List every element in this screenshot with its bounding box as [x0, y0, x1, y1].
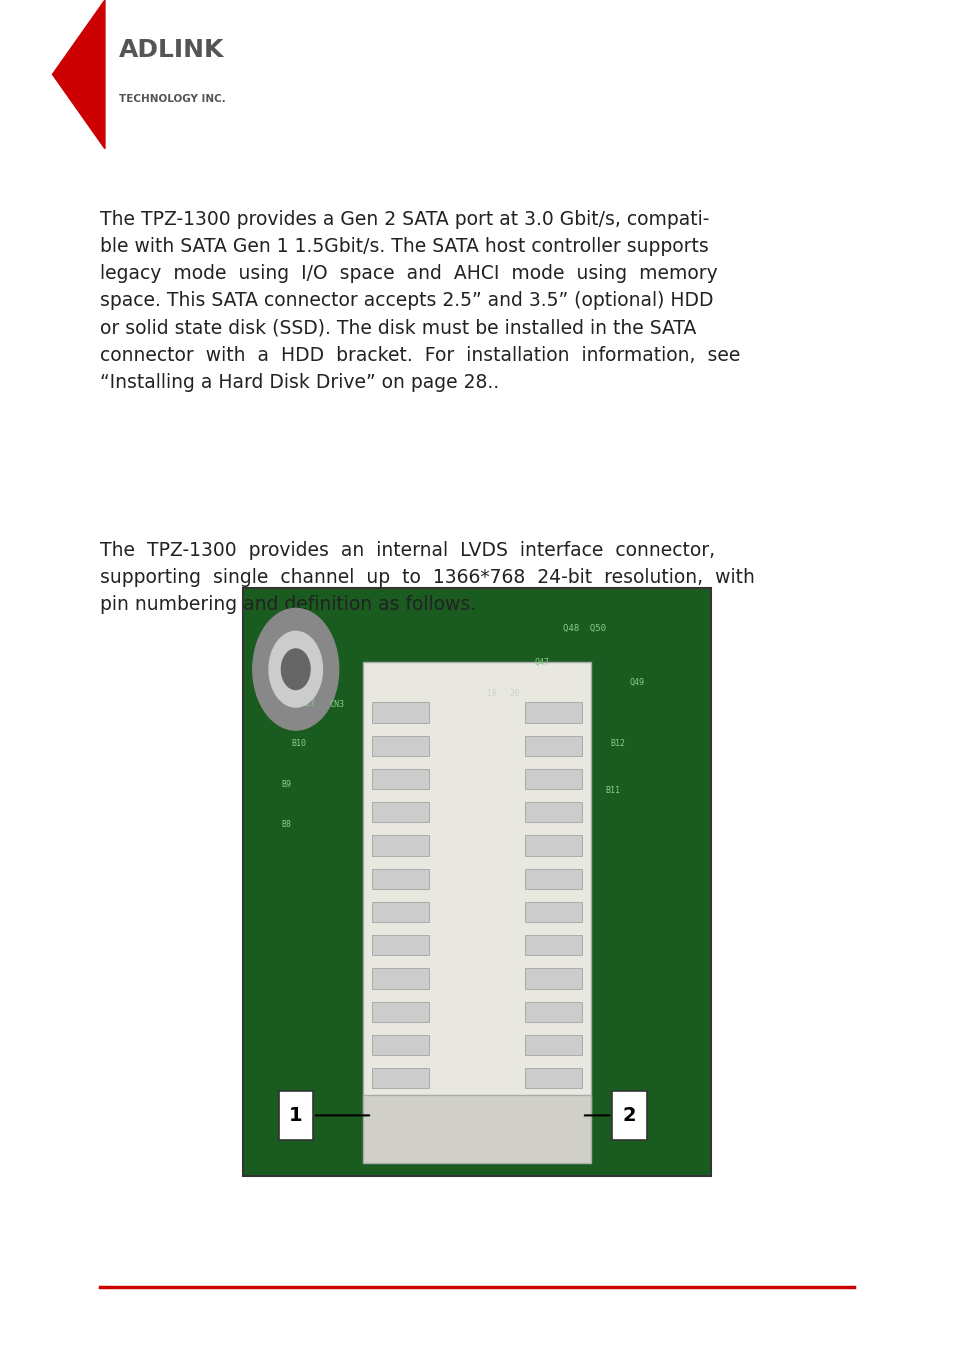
FancyBboxPatch shape — [243, 588, 710, 1176]
Bar — [524, 868, 581, 890]
Circle shape — [281, 649, 310, 690]
Text: Q48  Q50: Q48 Q50 — [562, 625, 605, 633]
Text: 1: 1 — [289, 1106, 302, 1125]
Polygon shape — [52, 0, 105, 149]
Bar — [372, 936, 429, 956]
Bar — [372, 902, 429, 922]
Bar — [372, 1034, 429, 1055]
Text: The  TPZ-1300  provides  an  internal  LVDS  interface  connector,
supporting  s: The TPZ-1300 provides an internal LVDS i… — [100, 541, 754, 614]
Text: 19   20: 19 20 — [486, 690, 518, 698]
Text: B11: B11 — [605, 787, 620, 795]
FancyBboxPatch shape — [362, 1095, 591, 1163]
Text: B10: B10 — [291, 740, 306, 748]
Bar — [372, 868, 429, 890]
Bar — [372, 1002, 429, 1022]
Circle shape — [269, 631, 322, 707]
Bar — [524, 769, 581, 790]
Text: ADLINK: ADLINK — [119, 38, 224, 62]
Text: Q49: Q49 — [629, 679, 644, 687]
Bar — [372, 703, 429, 723]
Bar — [372, 802, 429, 822]
Bar — [524, 703, 581, 723]
Bar — [372, 769, 429, 790]
Bar — [524, 735, 581, 756]
Bar — [524, 1034, 581, 1055]
Circle shape — [253, 608, 338, 730]
FancyBboxPatch shape — [278, 1091, 313, 1140]
Bar — [524, 1002, 581, 1022]
Text: B127: B127 — [295, 699, 315, 707]
Text: Q47: Q47 — [534, 658, 549, 667]
Bar — [524, 802, 581, 822]
Text: B9: B9 — [281, 780, 291, 788]
Text: B12: B12 — [610, 740, 625, 748]
Text: TECHNOLOGY INC.: TECHNOLOGY INC. — [119, 93, 226, 104]
Text: B8: B8 — [281, 821, 291, 829]
Bar — [372, 836, 429, 856]
FancyBboxPatch shape — [612, 1091, 646, 1140]
Bar — [524, 968, 581, 988]
Bar — [524, 1068, 581, 1088]
Text: 2: 2 — [622, 1106, 636, 1125]
Bar — [372, 1068, 429, 1088]
Text: CN3: CN3 — [329, 700, 344, 708]
Text: The TPZ-1300 provides a Gen 2 SATA port at 3.0 Gbit/s, compati-
ble with SATA Ge: The TPZ-1300 provides a Gen 2 SATA port … — [100, 210, 740, 392]
Bar — [372, 735, 429, 756]
Bar — [524, 936, 581, 956]
Bar — [524, 836, 581, 856]
FancyBboxPatch shape — [362, 662, 591, 1115]
Bar — [372, 968, 429, 988]
Bar — [524, 902, 581, 922]
